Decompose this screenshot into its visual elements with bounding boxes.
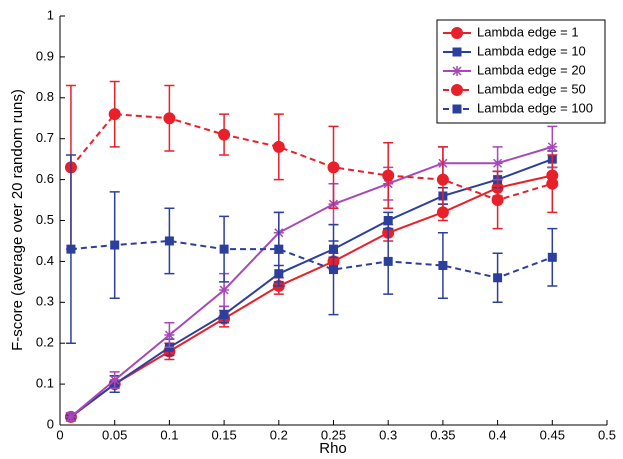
marker <box>164 236 174 246</box>
legend: Lambda edge = 1 Lambda edge = 10 Lambda ed… <box>436 19 606 124</box>
x-tick-label: 0.25 <box>321 427 346 442</box>
marker <box>547 141 558 152</box>
marker <box>109 375 120 386</box>
marker <box>493 273 503 283</box>
x-tick-label: 0 <box>56 427 63 442</box>
marker <box>547 252 557 262</box>
marker <box>163 112 176 125</box>
legend-label: Lambda edge = 10 <box>477 43 586 58</box>
y-tick-label: 0.4 <box>36 253 54 268</box>
x-tick-label: 0.05 <box>102 427 127 442</box>
marker <box>66 244 76 254</box>
marker <box>329 265 338 275</box>
x-tick-label: 0.15 <box>211 427 236 442</box>
marker <box>272 140 285 153</box>
marker <box>219 310 229 320</box>
marker <box>546 177 559 190</box>
x-tick-label: 0.35 <box>430 427 455 442</box>
legend-label: Lambda edge = 50 <box>477 81 586 96</box>
marker <box>327 161 340 174</box>
marker <box>274 244 284 254</box>
x-tick-label: 0.2 <box>270 427 288 442</box>
y-tick-label: 0.3 <box>36 294 54 309</box>
marker <box>492 158 503 169</box>
y-tick-label: 1 <box>47 7 54 22</box>
y-tick-label: 0.9 <box>36 48 54 63</box>
marker <box>452 47 462 57</box>
series-line <box>70 239 553 279</box>
marker <box>383 256 393 266</box>
marker <box>219 244 229 254</box>
y-tick-label: 0.7 <box>36 130 54 145</box>
marker <box>219 285 230 296</box>
y-axis-label: F-score (average over 20 random runs) <box>9 89 26 351</box>
y-tick-label: 0 <box>47 416 54 431</box>
marker <box>451 27 463 39</box>
marker <box>108 108 121 121</box>
marker <box>491 194 504 207</box>
marker <box>451 84 463 96</box>
x-tick-label: 0.3 <box>379 427 397 442</box>
legend-label: Lambda edge = 1 <box>477 24 579 39</box>
series-line <box>70 158 553 418</box>
series-line <box>70 145 553 418</box>
x-axis-label: Rho <box>319 440 347 457</box>
marker <box>452 66 462 76</box>
marker <box>218 128 231 141</box>
x-tick-label: 0.1 <box>160 427 178 442</box>
marker <box>452 104 462 114</box>
marker <box>436 173 449 186</box>
marker <box>438 260 448 270</box>
y-tick-label: 0.8 <box>36 89 54 104</box>
y-tick-label: 0.2 <box>36 335 54 350</box>
marker <box>383 216 393 225</box>
legend-label: Lambda edge = 20 <box>477 62 586 77</box>
series-line <box>70 174 553 418</box>
y-tick-label: 0.1 <box>36 376 54 391</box>
x-tick-label: 0.4 <box>489 427 507 442</box>
legend-label: Lambda edge = 100 <box>477 100 593 115</box>
marker <box>382 169 395 182</box>
series-line <box>70 113 553 202</box>
marker <box>110 240 120 250</box>
y-tick-label: 0.6 <box>36 171 54 186</box>
x-tick-label: 0.5 <box>598 427 616 442</box>
marker <box>164 330 175 341</box>
y-tick-label: 0.5 <box>36 212 54 227</box>
marker <box>65 411 76 422</box>
x-tick-label: 0.45 <box>540 427 565 442</box>
